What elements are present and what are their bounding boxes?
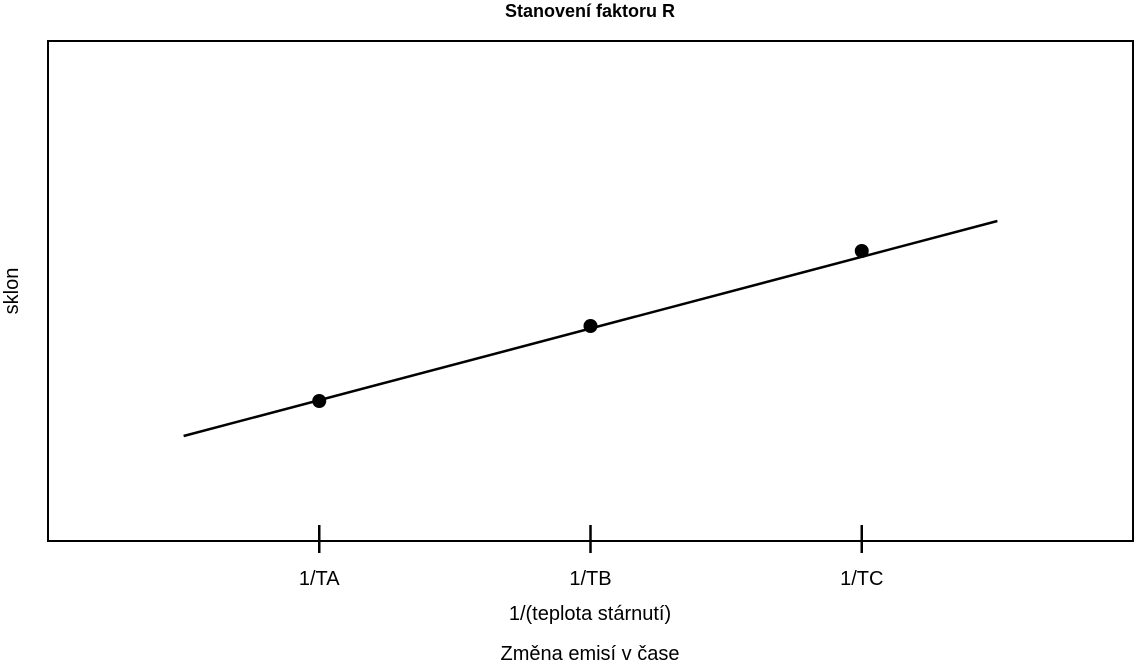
chart-caption: Změna emisí v čase	[501, 643, 680, 665]
plot-frame	[47, 40, 1134, 542]
x-tick-label: 1/TB	[569, 568, 611, 590]
x-tick-label: 1/TC	[840, 568, 883, 590]
data-points-layer	[312, 244, 869, 408]
data-point	[854, 244, 869, 258]
y-axis-label: sklon	[1, 268, 23, 315]
x-ticks-layer: 1/TA 1/TB 1/TC	[299, 525, 883, 590]
x-axis-label: 1/(teplota stárnutí)	[509, 603, 671, 625]
data-point	[312, 394, 327, 408]
chart-title: Stanovení faktoru R	[505, 1, 675, 21]
x-tick-label: 1/TA	[299, 568, 340, 590]
data-point	[583, 319, 598, 333]
